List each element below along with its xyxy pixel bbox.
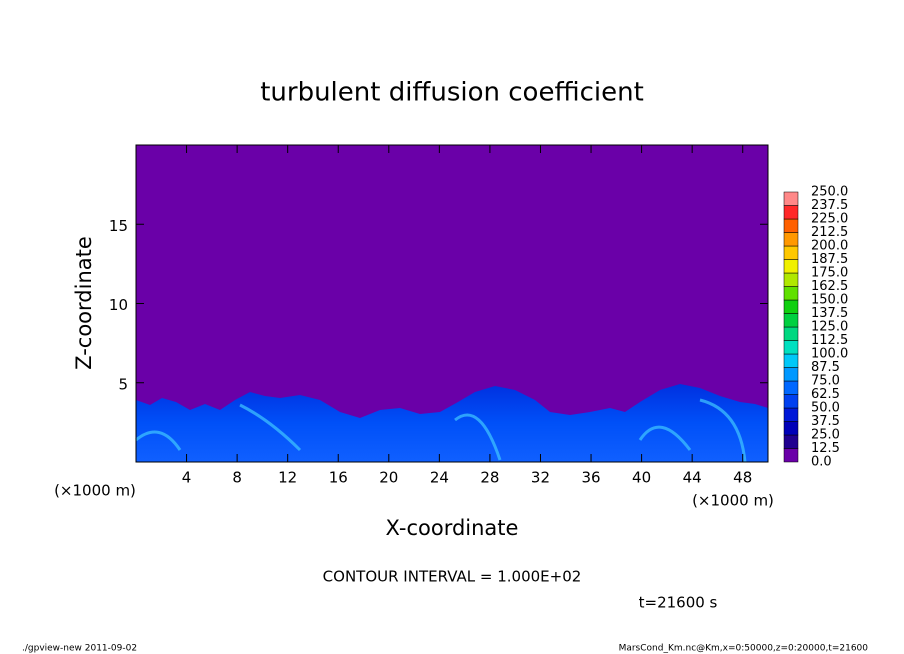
colorbar-box	[783, 394, 799, 409]
colorbar-box	[783, 340, 799, 355]
colorbar-label: 150.0	[811, 293, 848, 308]
x-tick-label: 24	[430, 469, 449, 487]
colorbar-label: 200.0	[811, 239, 848, 254]
x-tick-label: 36	[581, 469, 600, 487]
x-tick-label: 28	[480, 469, 499, 487]
colorbar-box	[783, 286, 799, 301]
colorbar-box	[783, 367, 799, 382]
x-tick-label: 40	[632, 469, 651, 487]
colorbar-box	[783, 232, 799, 247]
y-tick-label: 15	[109, 217, 128, 235]
colorbar-box	[783, 407, 799, 422]
colorbar-label: 250.0	[811, 185, 848, 200]
x-tick-label: 20	[379, 469, 398, 487]
colorbar-box	[783, 353, 799, 368]
colorbar-label: 37.5	[811, 414, 840, 429]
x-tick-label: 12	[278, 469, 297, 487]
colorbar-label: 62.5	[811, 387, 840, 402]
colorbar-label: 162.5	[811, 279, 848, 294]
x-tick-label: 44	[683, 469, 702, 487]
x-tick-label: 16	[329, 469, 348, 487]
contour-interval: CONTOUR INTERVAL = 1.000E+02	[323, 568, 582, 586]
colorbar-box	[783, 299, 799, 314]
colorbar-label: 87.5	[811, 360, 840, 375]
colorbar-label: 237.5	[811, 198, 848, 213]
y-unit: (×1000 m)	[54, 482, 136, 500]
colorbar-box	[783, 245, 799, 260]
x-tick-label: 32	[531, 469, 550, 487]
colorbar-label: 0.0	[811, 455, 832, 470]
colorbar-box	[783, 259, 799, 274]
footer-right: MarsCond_Km.nc@Km,x=0:50000,z=0:20000,t=…	[619, 644, 869, 654]
colorbar-label: 50.0	[811, 401, 840, 416]
chart-title: turbulent diffusion coefficient	[260, 78, 644, 108]
colorbar-label: 137.5	[811, 306, 848, 321]
time-label: t=21600 s	[639, 594, 718, 612]
x-axis-label: X-coordinate	[386, 516, 519, 540]
x-tick-label: 48	[733, 469, 752, 487]
x-tick-label: 8	[232, 469, 242, 487]
colorbar-box	[783, 313, 799, 328]
colorbar-box	[783, 448, 799, 463]
colorbar-box	[783, 421, 799, 436]
colorbar-label: 125.0	[811, 320, 848, 335]
x-tick-label: 4	[182, 469, 192, 487]
colorbar-label: 175.0	[811, 266, 848, 281]
colorbar-label: 25.0	[811, 428, 840, 443]
footer-left: ./gpview-new 2011-09-02	[22, 644, 137, 654]
colorbar-box	[783, 326, 799, 341]
colorbar-box	[783, 205, 799, 220]
colorbar-label: 12.5	[811, 441, 840, 456]
colorbar-box	[783, 218, 799, 233]
y-tick-label: 10	[109, 296, 128, 314]
colorbar-box	[783, 434, 799, 449]
x-unit: (×1000 m)	[692, 492, 774, 510]
colorbar-box	[783, 191, 799, 206]
colorbar-label: 187.5	[811, 252, 848, 267]
colorbar-label: 75.0	[811, 374, 840, 389]
turbulent-eddies	[135, 398, 747, 463]
y-axis-label: Z-coordinate	[72, 236, 96, 370]
y-tick-label: 5	[118, 375, 128, 393]
colorbar-label: 100.0	[811, 347, 848, 362]
colorbar-label: 212.5	[811, 225, 848, 240]
colorbar-box	[783, 380, 799, 395]
colorbar-box	[783, 272, 799, 287]
colorbar-label: 112.5	[811, 333, 848, 348]
colorbar-label: 225.0	[811, 212, 848, 227]
